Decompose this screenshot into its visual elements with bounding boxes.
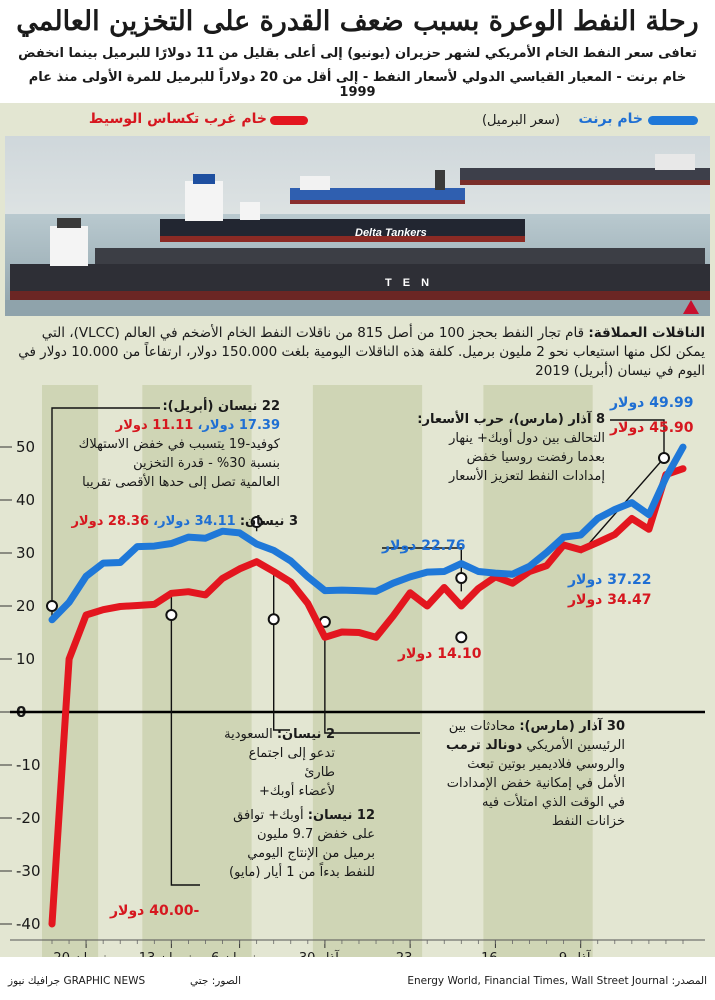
y-tick-label: -40 [16, 915, 41, 933]
leader-line [273, 571, 290, 731]
annotation-dot [250, 516, 263, 528]
annotation-dot [165, 609, 178, 622]
y-tick-label: 50 [16, 438, 35, 456]
y-tick-label: -20 [16, 809, 41, 827]
apr20-wti-label: -40.00 دولار [110, 903, 200, 919]
apr2-line0: السعودية [224, 727, 277, 742]
wti-legend-swatch [270, 116, 308, 125]
brent-legend-swatch [648, 116, 698, 125]
tankers-photo: Delta Tankers T E N [5, 136, 710, 316]
annotation-mar30: 30 آذار (مارس): محادثات بين الرئيسين الأ… [420, 717, 625, 831]
x-tick-label: 23 [396, 951, 413, 957]
annotation-apr3: 3 نيسان: 34.11 دولار، 28.36 دولار [58, 512, 298, 531]
footer-source: المصدر: Energy World, Financial Times, W… [407, 975, 707, 987]
apr22-line2: بنسبة 30% - قدرة التخزين [133, 456, 280, 471]
annotation-dot [658, 452, 670, 464]
apr12-line2: برميل من الإنتاج اليومي [247, 846, 375, 861]
wti-legend-label: خام غرب تكساس الوسيط [88, 111, 267, 127]
subtitle-line-2: خام برنت - المعيار القياسي الدولي لأسعار… [28, 70, 687, 100]
apr12-line3: للنفط بدءاً من 1 أيار (مايو) [229, 865, 375, 880]
mar9-brent-label: 49.99 دولار [610, 395, 694, 411]
annotation-dot [46, 600, 58, 612]
x-tick-label: 13 نيسان [139, 951, 192, 957]
annotation-apr12: 12 نيسان: أوبك+ توافق على خفض 9.7 مليون … [195, 806, 375, 882]
ship-name-delta: Delta Tankers [355, 227, 427, 239]
x-tick-label: 6 نيسان [211, 951, 256, 957]
mar30-line3: الأمل في إمكانية خفض الإمدادات [446, 776, 625, 791]
mar8-head: 8 آذار (مارس)، حرب الأسعار: [417, 412, 605, 427]
tanker-note: الناقلات العملاقة: قام تجار النفط بحجز 1… [10, 324, 705, 381]
footer-credit: GRAPHIC NEWS جرافيك نيوز [8, 975, 146, 987]
subtitle-line-1: تعافى سعر النفط الخام الأمريكي لشهر حزير… [18, 46, 697, 61]
price-unit-label: (سعر البرميل) [481, 113, 560, 128]
x-axis: 20 نيسان 13 نيسان 6 نيسان 30 آذار 23 16 9 آذار [10, 939, 705, 957]
x-tick-label: 20 نيسان [53, 951, 106, 957]
y-tick-label: -10 [16, 756, 41, 774]
mar18-brent-label: 22.76 دولار [382, 538, 466, 554]
annotation-dot [267, 613, 280, 626]
apr22-head: 22 نيسان (أبريل): [162, 399, 280, 414]
wti-line [48, 465, 687, 928]
mar9-wti-label: 45.90 دولار [610, 420, 694, 436]
week-band [483, 385, 593, 957]
apr3-brent: 34.11 دولار، [153, 514, 236, 529]
annotation-mar8: 8 آذار (مارس)، حرب الأسعار: التحالف بين … [395, 410, 605, 486]
apr2-line1: تدعو إلى اجتماع طارئ [248, 746, 335, 780]
apr12-line1: على خفض 9.7 مليون [257, 827, 375, 842]
annotation-apr22: 22 نيسان (أبريل): 17.39 دولار، 11.11 دول… [60, 397, 280, 492]
week-bands [42, 385, 593, 957]
leader-line [170, 593, 200, 886]
y-tick-label: 10 [16, 650, 35, 668]
x-tick-label: 30 آذار [299, 949, 340, 957]
apr3-wti: 28.36 دولار [71, 514, 150, 529]
brent-line [48, 443, 687, 624]
annotation-dot [455, 572, 468, 584]
mar30-line1b: دونالد ترمب [446, 738, 523, 753]
apr2-line2: لأعضاء أوبك+ [258, 784, 335, 799]
y-tick-label: 20 [16, 597, 35, 615]
mar30-head: 30 آذار (مارس): [519, 719, 625, 734]
y-tick-label: -30 [16, 862, 41, 880]
mar8-line3: إمدادات النفط لتعزيز الأسعار [448, 469, 605, 484]
annotation-dot [455, 631, 468, 644]
apr2-head: 2 نيسان: [276, 727, 335, 742]
mar8-line1: التحالف بين دول أوبك+ ينهار [449, 431, 605, 446]
leader-line [51, 407, 160, 620]
feb28-wti-label: 34.47 دولار [568, 592, 652, 608]
mar30-line1a: الرئيسين الأمريكي [522, 738, 625, 753]
tanker-note-text: قام تجار النفط بحجز 100 من أصل 815 من نا… [18, 325, 705, 379]
apr22-line1: كوفيد-19 يتسبب في خفض الاستهلاك [78, 437, 280, 452]
mar18-wti-label: 14.10 دولار [398, 646, 482, 662]
tanker-note-heading: الناقلات العملاقة: [588, 325, 705, 341]
page-title: رحلة النفط الوعرة بسبب ضعف القدرة على ال… [16, 6, 699, 37]
week-band [312, 385, 423, 957]
apr12-head: 12 نيسان: [307, 808, 375, 823]
apr22-line3: العالمية تصل إلى حدها الأقصى تقريبا [82, 475, 280, 490]
apr22-brent: 17.39 دولار، [197, 418, 280, 433]
x-tick-label: 16 [481, 951, 498, 957]
apr3-head: 3 نيسان: [239, 514, 298, 529]
y-tick-label: 40 [16, 491, 35, 509]
apr12-line0: أوبك+ توافق [233, 808, 308, 823]
mar30-line2: والروسي فلاديمير بوتين تبعث [467, 757, 625, 772]
annotation-apr2: 2 نيسان: السعودية تدعو إلى اجتماع طارئ ل… [215, 725, 335, 801]
mar30-line0: محادثات بين [448, 719, 520, 734]
footer-photos: الصور: جتي [190, 975, 242, 987]
week-band [142, 385, 252, 957]
x-tick-label: 9 آذار [559, 949, 592, 957]
brent-legend-label: خام برنت [578, 111, 643, 127]
mar30-line5: خزانات النفط [551, 814, 625, 829]
leader-line [324, 637, 420, 734]
ship-name-ten: T E N [385, 277, 433, 289]
feb28-brent-label: 37.22 دولار [568, 572, 652, 588]
y-tick-label: 30 [16, 544, 35, 562]
apr22-wti: 11.11 دولار [115, 418, 194, 433]
mar30-line4: في الوقت الذي امتلأت فيه [481, 795, 625, 810]
mar8-line2: بعدما رفضت روسيا خفض [466, 450, 605, 465]
